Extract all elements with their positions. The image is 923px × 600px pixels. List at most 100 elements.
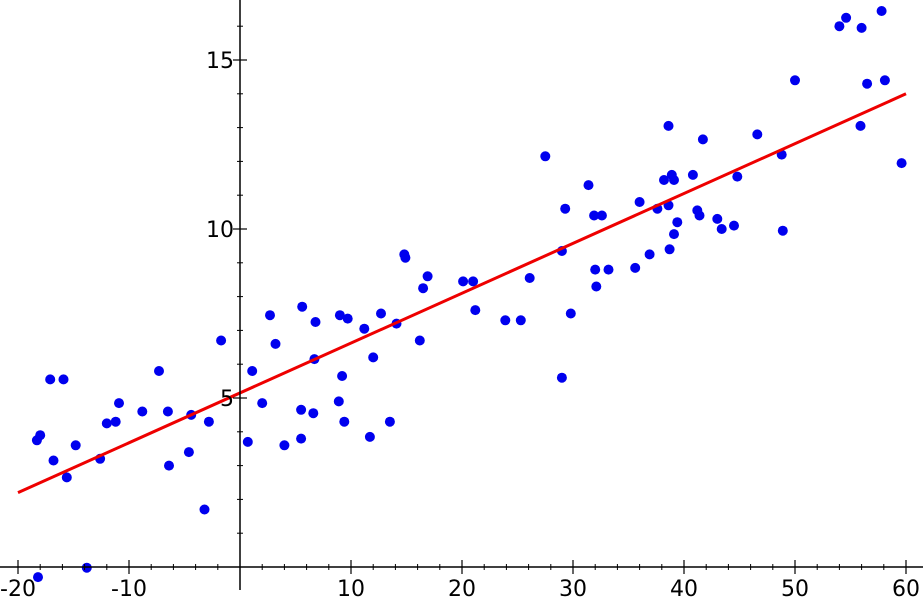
data-point (540, 151, 551, 162)
data-point (384, 416, 395, 427)
data-point (591, 281, 602, 292)
data-point (61, 472, 72, 483)
data-point (470, 305, 481, 316)
data-point (896, 158, 907, 169)
data-point (359, 323, 370, 334)
data-point (729, 220, 739, 231)
data-point (716, 224, 727, 234)
data-point (697, 134, 708, 145)
data-point (876, 6, 887, 16)
data-point (334, 310, 345, 321)
data-point (308, 408, 319, 419)
x-tick-label: 30 (559, 577, 587, 600)
data-point (376, 308, 386, 319)
x-tick-label: 20 (448, 577, 476, 600)
data-point (672, 217, 683, 228)
data-point (154, 366, 164, 376)
data-point (33, 572, 43, 583)
data-point (732, 171, 743, 182)
data-point (790, 75, 800, 86)
data-point (45, 374, 56, 385)
data-point (257, 398, 268, 409)
data-point (183, 447, 194, 458)
data-point (296, 433, 307, 444)
data-point (500, 315, 511, 326)
x-tick-label: 40 (670, 577, 698, 600)
data-point (110, 416, 121, 427)
data-point (364, 431, 375, 442)
data-point (694, 210, 705, 221)
data-point (603, 264, 614, 275)
data-point (310, 317, 321, 327)
data-point (589, 210, 600, 221)
data-point (414, 335, 425, 346)
data-point (48, 455, 59, 466)
data-point (137, 406, 148, 417)
data-point (596, 210, 607, 221)
data-point (712, 213, 723, 224)
data-point (400, 252, 411, 263)
data-point (583, 180, 594, 191)
data-point (279, 440, 290, 451)
data-point (339, 416, 350, 427)
data-point (556, 372, 567, 383)
x-tick-label: 60 (892, 577, 920, 600)
data-point (855, 120, 866, 131)
data-point (242, 436, 253, 447)
data-point (777, 225, 788, 236)
data-point (199, 504, 210, 515)
data-point (418, 283, 429, 294)
data-point (333, 396, 344, 407)
fit-line-layer (17, 92, 907, 495)
data-point (247, 366, 258, 376)
data-point (422, 271, 433, 282)
data-point (35, 430, 46, 441)
data-point (634, 197, 645, 207)
data-point (164, 460, 174, 471)
data-point (524, 273, 535, 283)
data-point (565, 308, 576, 319)
data-point (669, 175, 679, 185)
data-point (216, 335, 227, 346)
data-point (659, 175, 669, 185)
data-point (644, 249, 655, 260)
data-point (663, 120, 674, 131)
data-point (101, 418, 112, 429)
x-tick-label: 10 (337, 577, 365, 600)
data-point (630, 262, 641, 273)
data-point (297, 301, 308, 312)
data-point (841, 12, 852, 23)
data-point (337, 371, 348, 381)
fit-line (17, 92, 907, 495)
data-point (560, 203, 571, 214)
points-layer (31, 6, 907, 583)
data-point (856, 22, 867, 33)
data-point (687, 169, 698, 180)
x-tick-label: -10 (111, 577, 147, 600)
data-point (162, 406, 173, 417)
data-point (669, 229, 679, 240)
data-point (70, 440, 81, 451)
data-point (203, 416, 214, 427)
data-point (590, 264, 601, 275)
y-tick-label: 10 (206, 218, 234, 243)
data-point (664, 244, 675, 255)
data-point (368, 352, 379, 363)
y-tick-label: 5 (220, 387, 234, 412)
data-point (114, 398, 124, 409)
data-point (265, 310, 275, 321)
data-point (752, 129, 763, 140)
x-tick-label: -20 (0, 577, 36, 600)
data-point (862, 78, 873, 89)
data-point (58, 374, 69, 385)
data-point (270, 338, 281, 349)
x-tick-label: 50 (781, 577, 809, 600)
data-point (458, 276, 469, 287)
data-point (834, 21, 845, 32)
data-point (296, 404, 307, 415)
data-point (515, 315, 526, 326)
data-point (468, 276, 479, 287)
data-point (879, 75, 890, 86)
